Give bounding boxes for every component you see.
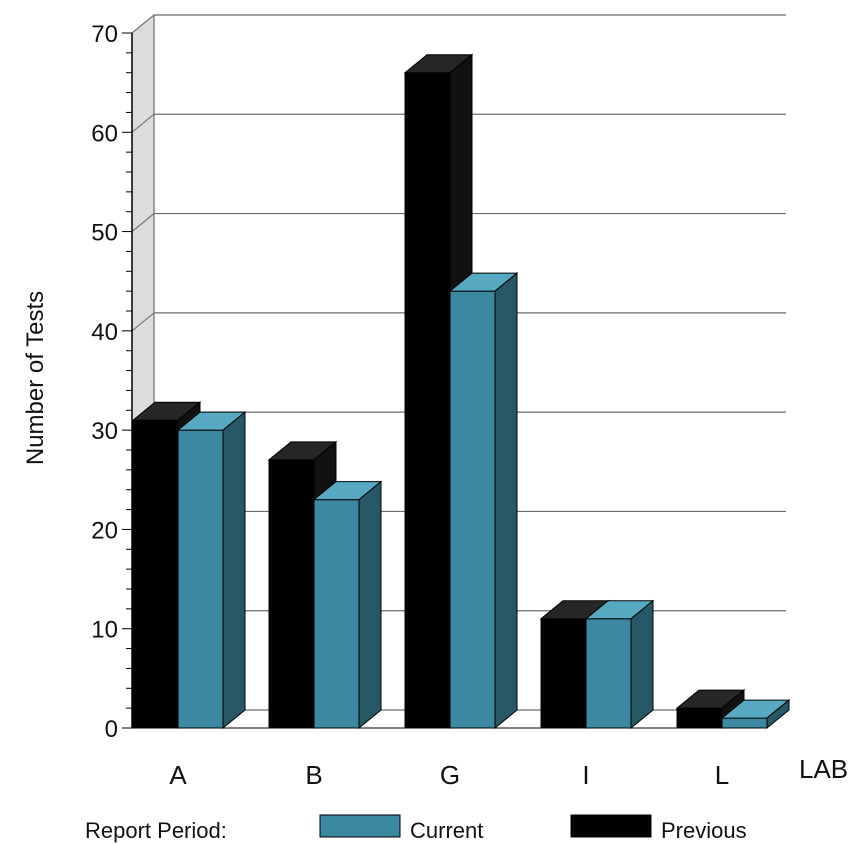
x-tick-label: B	[305, 760, 322, 790]
y-tick-label: 30	[91, 418, 118, 445]
y-tick-label: 20	[91, 517, 118, 544]
y-axis-title: Number of Tests	[22, 291, 49, 465]
bar-current-B-side	[358, 480, 382, 730]
legend-label-current: Current	[410, 818, 483, 843]
legend-swatch-current	[319, 814, 401, 838]
bar-current-G-front	[449, 290, 496, 729]
bar-current-L	[720, 699, 791, 730]
bar-current-A	[176, 411, 247, 730]
y-axis: 0 10 20 30 40 50 60 70	[91, 21, 133, 743]
bar-current-I-front	[585, 618, 632, 729]
bar-current-I-side	[630, 599, 654, 730]
bars	[131, 53, 791, 730]
legend-title: Report Period:	[85, 818, 227, 843]
bar-previous-L-front	[676, 707, 723, 729]
bar-previous-G-front	[404, 72, 451, 729]
bar-current-G-side	[494, 272, 518, 730]
x-tick-label: L	[715, 760, 729, 790]
y-tick-label: 0	[105, 716, 118, 743]
bar-previous-B-front	[268, 459, 315, 729]
legend: Report Period: Current Previous	[85, 814, 747, 843]
bar-previous-A-front	[132, 419, 179, 729]
bar-current-B-front	[313, 499, 360, 729]
legend-label-previous: Previous	[661, 818, 747, 843]
bar-current-G	[448, 272, 519, 730]
gridline-diagonal	[131, 312, 155, 332]
y-tick-label: 60	[91, 120, 118, 147]
gridline-diagonal	[131, 14, 155, 34]
bar-current-A-front	[177, 429, 224, 729]
gridline-diagonal	[131, 213, 155, 232]
bar-previous-I-front	[540, 618, 587, 729]
legend-swatch-previous	[570, 814, 652, 838]
y-tick-label: 40	[91, 319, 118, 346]
x-tick-label: A	[169, 760, 187, 790]
bar-current-A-side	[222, 411, 246, 730]
y-tick-label: 10	[91, 617, 118, 644]
bar-current-I	[584, 599, 655, 730]
bar-previous-B	[267, 440, 338, 730]
x-tick-label: I	[582, 760, 589, 790]
x-axis-title: LAB	[799, 754, 848, 784]
y-tick-label: 50	[91, 220, 118, 247]
x-tick-label: G	[440, 760, 460, 790]
bar-current-B	[312, 480, 383, 730]
bar-current-L-front	[721, 717, 768, 729]
gridline-diagonal	[131, 113, 155, 133]
y-tick-label: 70	[91, 21, 118, 48]
bar-current-L-side	[766, 699, 790, 730]
